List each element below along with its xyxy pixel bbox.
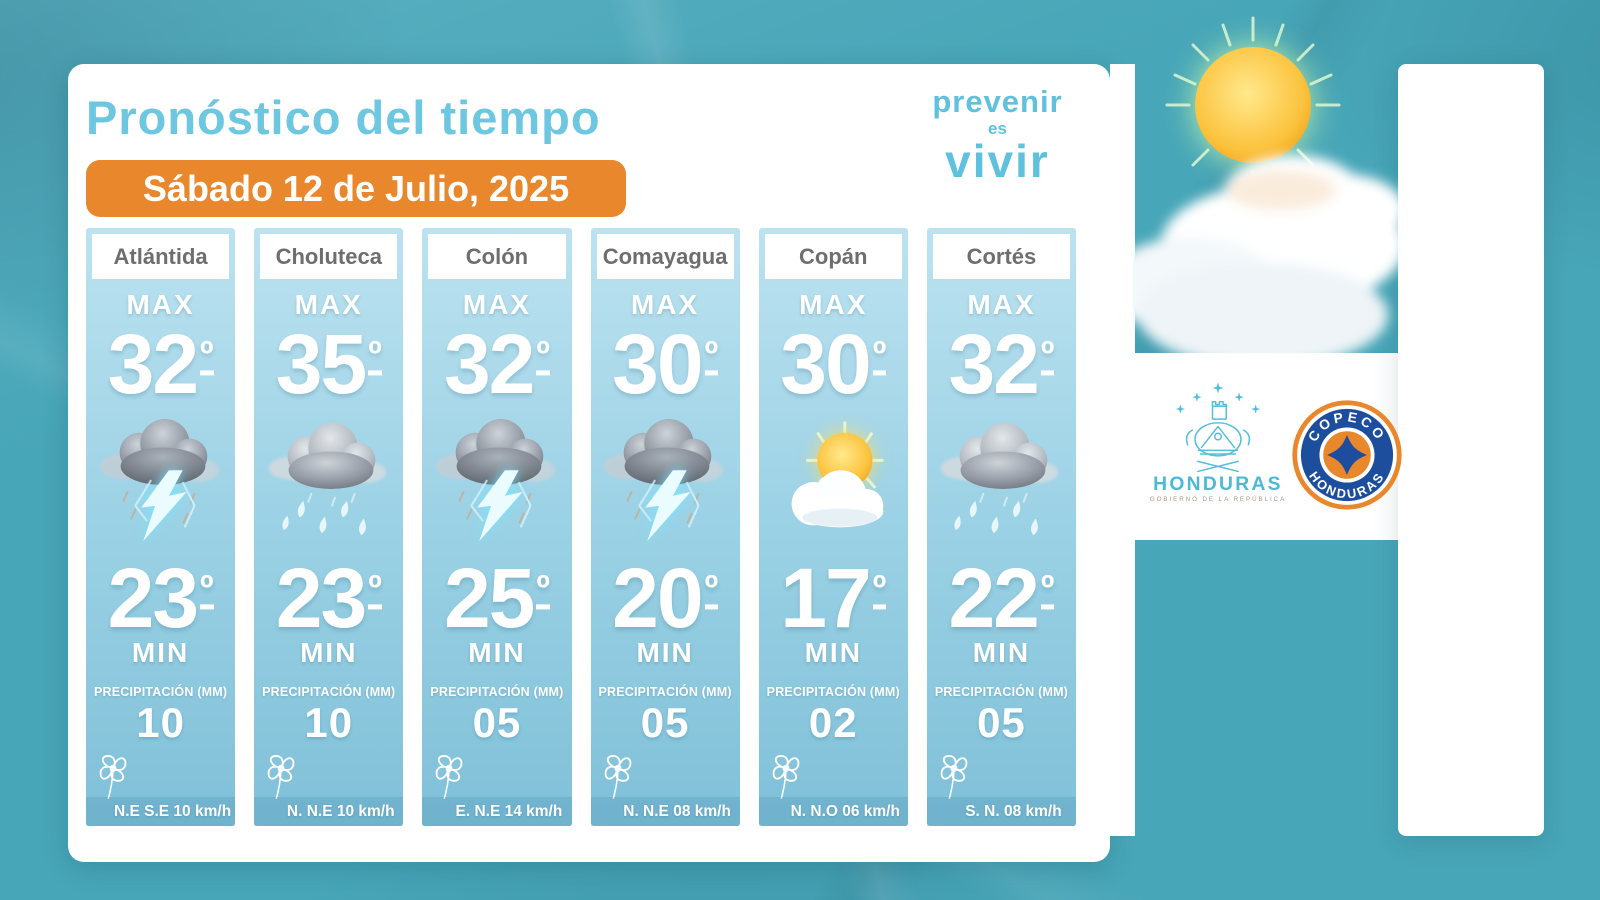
degree-symbol: º bbox=[200, 333, 214, 376]
department-name: Comayagua bbox=[596, 234, 734, 279]
thunderstorm-icon bbox=[428, 411, 566, 559]
honduras-logo-text: HONDURAS bbox=[1153, 474, 1283, 495]
forecast-column-comayagua: Comayagua MAX 30º 20º MIN PRECIPITACIÓN … bbox=[590, 228, 740, 826]
precipitation-value: 10 bbox=[304, 698, 354, 746]
precipitation-label: PRECIPITACIÓN (MM) bbox=[430, 684, 564, 699]
min-temperature: 22º bbox=[948, 550, 1055, 645]
degree-symbol: º bbox=[704, 333, 719, 376]
date-banner: Sábado 12 de Julio, 2025 bbox=[86, 160, 626, 217]
sun-cloud-artwork bbox=[1133, 0, 1398, 353]
min-label: MIN bbox=[468, 636, 526, 668]
max-temperature: 35º bbox=[275, 317, 382, 411]
degree-symbol: º bbox=[200, 567, 214, 610]
page-title: Pronóstico del tiempo bbox=[86, 91, 601, 144]
slogan-line-1: prevenir bbox=[932, 84, 1063, 119]
min-temperature: 17º bbox=[780, 550, 887, 645]
department-name: Choluteca bbox=[260, 234, 398, 279]
precipitation-value: 05 bbox=[472, 698, 522, 746]
date-text: Sábado 12 de Julio, 2025 bbox=[142, 167, 570, 209]
min-label: MIN bbox=[131, 636, 190, 668]
wind-info: S. N. 08 km/h bbox=[926, 797, 1077, 826]
min-label: MIN bbox=[300, 636, 358, 668]
precipitation-value: 05 bbox=[640, 698, 690, 746]
min-temperature: 25º bbox=[443, 550, 550, 645]
wind-info: N.E S.E 10 km/h bbox=[86, 797, 236, 826]
precipitation-label: PRECIPITACIÓN (MM) bbox=[93, 684, 228, 699]
wind-info: N. N.E 08 km/h bbox=[590, 797, 740, 826]
max-label: MAX bbox=[462, 289, 532, 320]
forecast-column-copan: Copán MAX 30º 17º MIN PRECIPITACIÓN (MM)… bbox=[758, 228, 908, 826]
forecast-column-cortes: Cortés MAX 32º 22º MIN PRECIPITACIÓN (MM… bbox=[926, 228, 1077, 826]
degree-symbol: º bbox=[1040, 333, 1055, 376]
degree-symbol: º bbox=[368, 333, 382, 376]
department-name: Cortés bbox=[932, 234, 1071, 279]
max-temperature: 32º bbox=[107, 317, 214, 411]
pinwheel-icon bbox=[426, 744, 472, 802]
min-temperature: 23º bbox=[275, 550, 382, 645]
slogan-line-3: vivir bbox=[945, 135, 1050, 187]
rain-icon bbox=[260, 411, 398, 559]
pinwheel-icon bbox=[258, 744, 304, 802]
degree-symbol: º bbox=[1040, 567, 1055, 610]
max-label: MAX bbox=[799, 289, 868, 320]
max-label: MAX bbox=[630, 289, 700, 320]
max-label: MAX bbox=[967, 289, 1036, 320]
min-label: MIN bbox=[636, 636, 694, 668]
degree-symbol: º bbox=[872, 333, 887, 376]
precipitation-label: PRECIPITACIÓN (MM) bbox=[934, 684, 1069, 699]
pinwheel-icon bbox=[931, 744, 977, 802]
min-label: MIN bbox=[972, 636, 1031, 668]
precipitation-label: PRECIPITACIÓN (MM) bbox=[262, 684, 396, 699]
precipitation-value: 02 bbox=[808, 698, 858, 746]
wind-info: E. N.E 14 km/h bbox=[422, 797, 572, 826]
honduras-government-logo: HONDURAS GOBIERNO DE LA REPÚBLICA bbox=[1150, 382, 1286, 503]
precipitation-label: PRECIPITACIÓN (MM) bbox=[766, 684, 900, 699]
max-temperature: 32º bbox=[948, 317, 1055, 411]
right-white-column bbox=[1398, 64, 1544, 836]
sun-cloud-icon bbox=[764, 411, 902, 559]
pinwheel-icon bbox=[595, 744, 641, 802]
rain-icon bbox=[932, 411, 1070, 559]
max-label: MAX bbox=[294, 289, 363, 320]
department-name: Colón bbox=[428, 234, 566, 279]
forecast-columns: Atlántida MAX 32º 23º MIN PRECIPITACIÓN … bbox=[86, 228, 1077, 826]
thunderstorm-icon bbox=[92, 411, 230, 559]
precipitation-value: 10 bbox=[136, 698, 185, 746]
department-name: Atlántida bbox=[92, 234, 230, 279]
max-temperature: 30º bbox=[780, 317, 887, 411]
forecast-column-choluteca: Choluteca MAX 35º 23º MIN PRECIPITACIÓN … bbox=[254, 228, 404, 826]
degree-symbol: º bbox=[536, 567, 550, 610]
forecast-column-atlantida: Atlántida MAX 32º 23º MIN PRECIPITACIÓN … bbox=[86, 228, 236, 826]
prevenir-es-vivir-logo: prevenir es vivir bbox=[900, 86, 1095, 184]
degree-symbol: º bbox=[368, 567, 382, 610]
min-temperature: 23º bbox=[107, 550, 214, 645]
wind-info: N. N.E 10 km/h bbox=[254, 797, 404, 826]
precipitation-label: PRECIPITACIÓN (MM) bbox=[598, 684, 732, 699]
wind-info: N. N.O 06 km/h bbox=[758, 797, 908, 826]
thunderstorm-icon bbox=[596, 411, 734, 559]
copeco-logo: COPECO HONDURAS bbox=[1292, 400, 1402, 510]
department-name: Copán bbox=[764, 234, 902, 279]
max-temperature: 30º bbox=[612, 317, 719, 411]
max-label: MAX bbox=[126, 289, 195, 320]
pinwheel-icon bbox=[763, 744, 809, 802]
degree-symbol: º bbox=[872, 567, 887, 610]
honduras-logo-subtitle: GOBIERNO DE LA REPÚBLICA bbox=[1150, 496, 1286, 503]
slogan-line-2: es bbox=[988, 119, 1007, 138]
max-temperature: 32º bbox=[443, 317, 550, 411]
forecast-column-colon: Colón MAX 32º 25º MIN PRECIPITACIÓN (MM)… bbox=[422, 228, 572, 826]
degree-symbol: º bbox=[536, 333, 550, 376]
degree-symbol: º bbox=[704, 567, 719, 610]
pinwheel-icon bbox=[90, 744, 136, 802]
min-temperature: 20º bbox=[612, 550, 719, 645]
min-label: MIN bbox=[804, 636, 862, 668]
precipitation-value: 05 bbox=[977, 698, 1026, 746]
